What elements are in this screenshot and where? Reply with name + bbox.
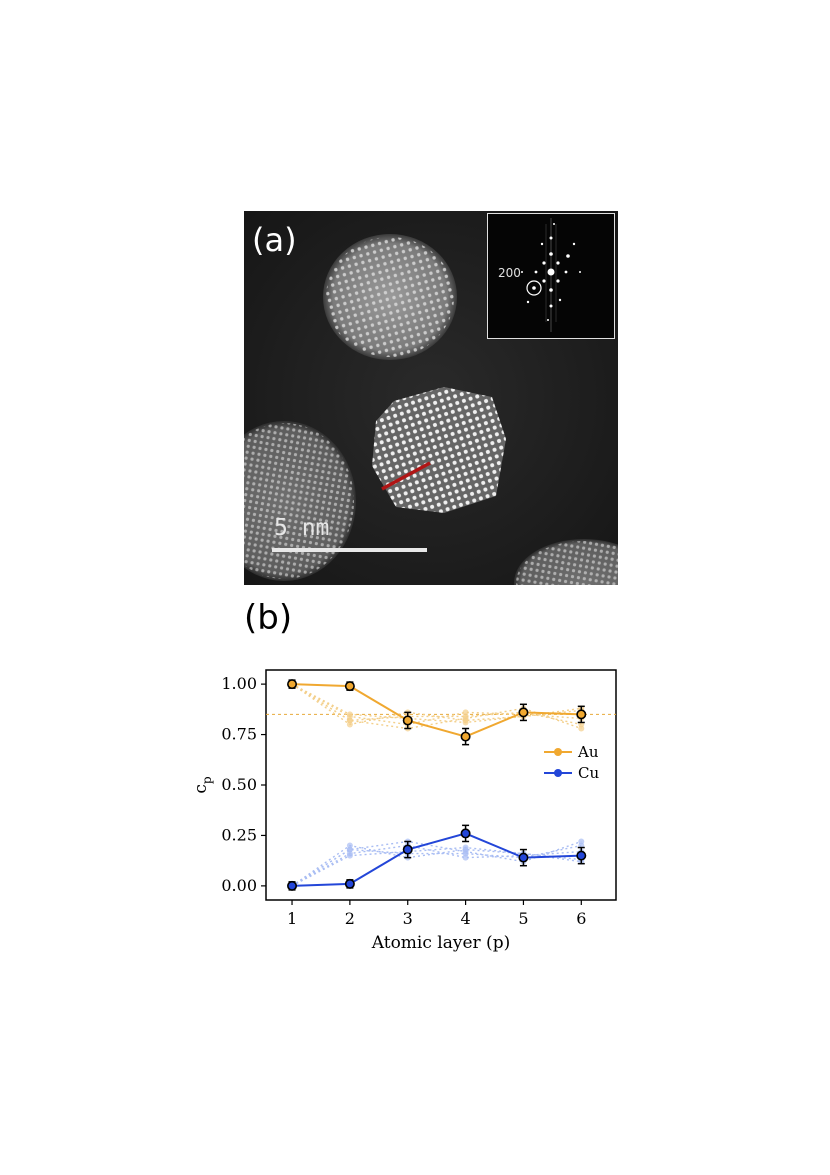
- y-tick-label: 0.25: [221, 825, 257, 844]
- faint-run-cu: [291, 844, 582, 887]
- nanoparticle-bottom-right: [514, 539, 618, 585]
- x-tick-label: 2: [345, 909, 355, 928]
- fft-inset: 200: [487, 213, 615, 339]
- line-profile-marker: [381, 461, 431, 491]
- y-tick-label: 0.75: [221, 725, 257, 744]
- data-point-au: [287, 679, 298, 690]
- faint-point-cu: [346, 852, 353, 859]
- legend-label-au: Au: [577, 743, 599, 761]
- x-tick-label: 3: [403, 909, 413, 928]
- faint-point-au: [346, 711, 353, 718]
- concentration-chart: 0.00 0.25 0.50 0.75 1.00 1 2 3 4 5 6 Atomic layer (…: [191, 669, 617, 953]
- legend-marker-cu: [554, 769, 562, 777]
- data-point-cu: [460, 828, 471, 839]
- x-tick-label: 4: [460, 909, 470, 928]
- x-tick-label: 1: [287, 909, 297, 928]
- x-tick-label: 5: [518, 909, 528, 928]
- reflection-circle: [526, 280, 542, 296]
- microscopy-image-panel: (a) 5 nm 200: [244, 211, 618, 585]
- nanoparticle-left: [244, 421, 356, 581]
- x-tick-label: 6: [576, 909, 586, 928]
- faint-run-cu: [291, 844, 582, 887]
- data-point-cu: [518, 852, 529, 863]
- panel-b-label: (b): [244, 598, 293, 638]
- faint-point-au: [462, 719, 469, 726]
- faint-run-cu: [291, 844, 582, 887]
- x-axis-title: Atomic layer (p): [371, 933, 510, 953]
- faint-point-cu: [462, 844, 469, 851]
- faint-point-cu: [346, 846, 353, 853]
- legend-marker-au: [554, 748, 562, 756]
- faint-point-au: [346, 717, 353, 724]
- scale-bar: [272, 548, 427, 552]
- data-point-cu: [576, 850, 587, 861]
- data-point-cu: [402, 844, 413, 855]
- fft-pattern: [521, 218, 581, 332]
- legend-label-cu: Cu: [578, 764, 599, 782]
- plot-frame: [265, 669, 617, 901]
- reflection-label: 200: [498, 266, 521, 280]
- y-tick-label: 0.00: [221, 876, 257, 895]
- faint-run-au: [291, 683, 582, 726]
- data-point-au: [518, 707, 529, 718]
- scale-bar-label: 5 nm: [274, 515, 330, 541]
- data-point-au: [402, 715, 413, 726]
- data-point-au: [460, 731, 471, 742]
- nanoparticle-center: [372, 387, 506, 513]
- faint-run-au: [291, 683, 582, 730]
- nanoparticle-top: [323, 234, 457, 360]
- series-line-au: [291, 683, 582, 738]
- y-tick-label: 0.50: [221, 775, 257, 794]
- y-axis-title: cp: [191, 776, 214, 794]
- faint-point-au: [578, 725, 585, 732]
- data-point-au: [344, 681, 355, 692]
- data-point-cu: [287, 880, 298, 891]
- faint-point-au: [462, 709, 469, 716]
- series-line-cu: [291, 832, 582, 887]
- faint-run-cu: [291, 840, 582, 887]
- faint-run-au: [291, 683, 582, 726]
- faint-run-au: [291, 683, 582, 726]
- panel-a-label: (a): [252, 221, 297, 259]
- faint-point-cu: [578, 838, 585, 845]
- faint-point-cu: [462, 854, 469, 861]
- data-point-au: [576, 709, 587, 720]
- y-tick-label: 1.00: [221, 674, 257, 693]
- data-point-cu: [344, 878, 355, 889]
